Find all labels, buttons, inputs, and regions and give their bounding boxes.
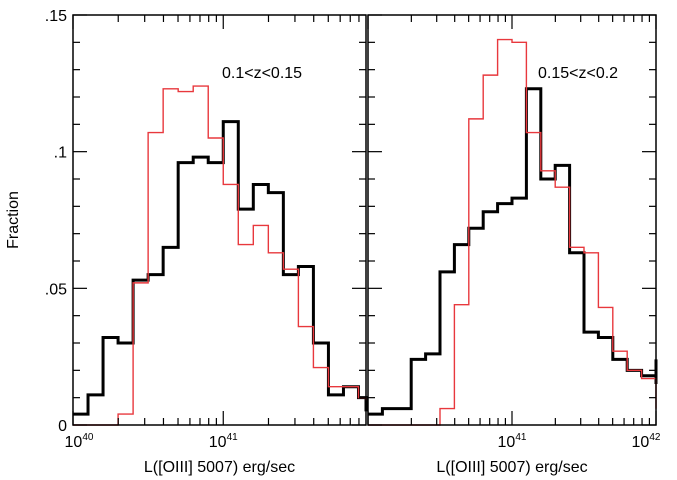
y-axis-label: Fraction — [5, 191, 22, 249]
panel-title: 0.15<z<0.2 — [538, 65, 618, 82]
x-tick-label: 1040 — [65, 432, 94, 451]
histogram-red-right — [368, 38, 657, 426]
panel-left: 1040 1041 0 .05 .1 .15 L([OIII] 5007) erg/sec F… — [5, 8, 368, 476]
x-axis-label: L([OIII] 5007) erg/sec — [436, 459, 587, 476]
y-tick-label: .05 — [45, 281, 67, 298]
y-tick-label: 0 — [58, 418, 67, 435]
panels: 1040 1041 0 .05 .1 .15 L([OIII] 5007) erg/sec F… — [5, 8, 661, 476]
y-tick-label: .15 — [45, 8, 67, 25]
histogram-black-left — [73, 120, 368, 416]
x-tick-label: 1041 — [209, 432, 238, 451]
x-tick-label: 1041 — [498, 432, 527, 451]
histogram-black-right — [368, 87, 658, 416]
y-tick-label: .1 — [54, 145, 67, 162]
panel-right: 1041 1042 L([OIII] 5007) erg/sec 0.15<z<0.2 — [367, 14, 661, 476]
histogram-red-left — [73, 85, 367, 426]
x-tick-label: 1042 — [632, 432, 661, 451]
plot-frame-left — [72, 14, 367, 426]
panel-title: 0.1<z<0.15 — [222, 65, 302, 82]
x-axis-label: L([OIII] 5007) erg/sec — [144, 459, 295, 476]
